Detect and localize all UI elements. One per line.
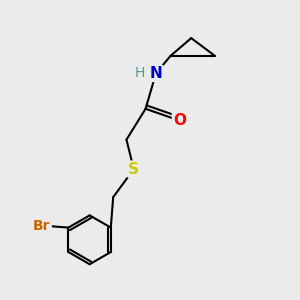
Text: N: N	[149, 66, 162, 81]
Text: S: S	[128, 162, 139, 177]
Text: H: H	[134, 66, 145, 80]
Text: O: O	[173, 113, 186, 128]
Text: Br: Br	[33, 219, 51, 233]
